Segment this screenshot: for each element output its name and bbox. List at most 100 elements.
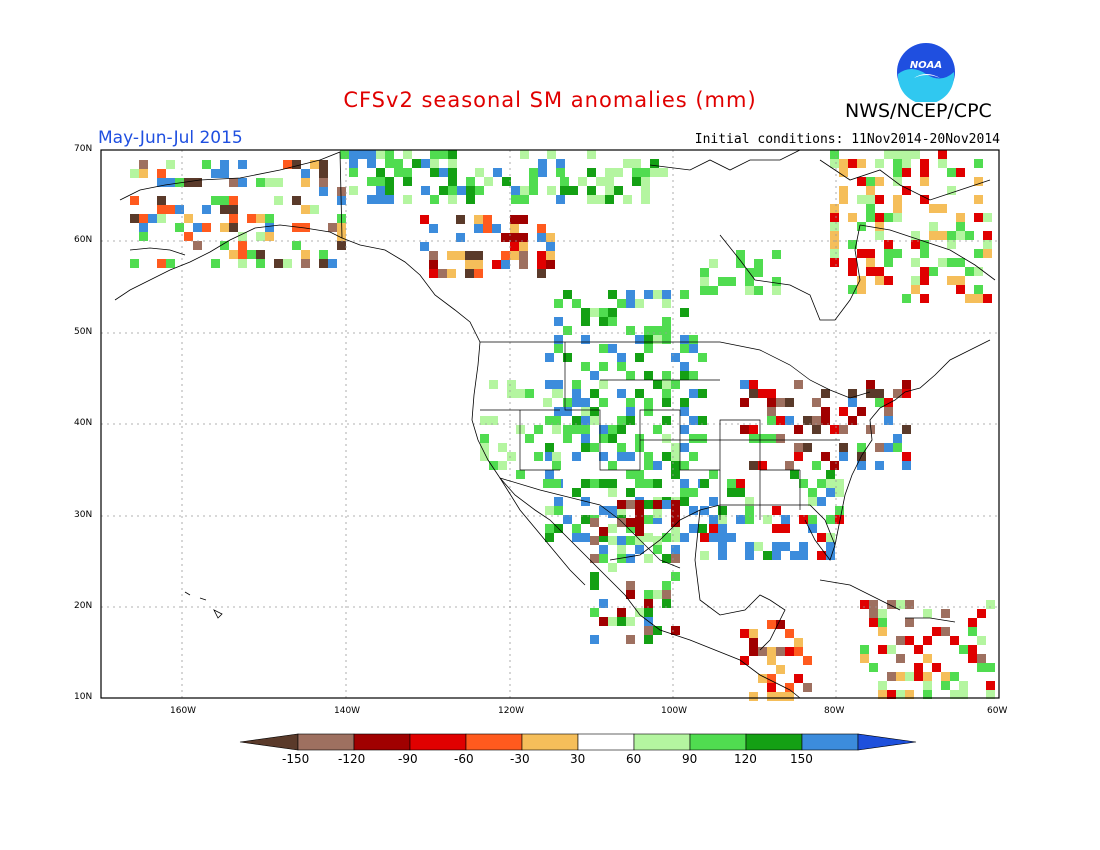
anomaly-cell <box>698 434 707 443</box>
anomaly-cell <box>776 398 785 407</box>
anomaly-cell <box>698 416 707 425</box>
anomaly-cell <box>884 407 893 416</box>
anomaly-cell <box>599 545 608 554</box>
anomaly-cell <box>385 186 394 195</box>
anomaly-cell <box>866 389 875 398</box>
anomaly-cell <box>617 506 626 515</box>
anomaly-cell <box>848 416 857 425</box>
anomaly-cell <box>884 276 893 285</box>
anomaly-cell <box>727 479 736 488</box>
colorbar-segment <box>689 733 747 751</box>
anomaly-cell <box>608 461 617 470</box>
anomaly-cell <box>700 506 709 515</box>
anomaly-cell <box>644 500 653 509</box>
anomaly-cell <box>839 452 848 461</box>
anomaly-cell <box>626 635 635 644</box>
anomaly-cell <box>644 533 653 542</box>
anomaly-cell <box>893 434 902 443</box>
anomaly-cell <box>974 249 983 258</box>
anomaly-cell <box>767 647 776 656</box>
anomaly-cell <box>617 617 626 626</box>
anomaly-cell <box>229 205 238 214</box>
anomaly-cell <box>974 177 983 186</box>
anomaly-cell <box>650 159 659 168</box>
anomaly-cell <box>211 259 220 268</box>
anomaly-cell <box>698 353 707 362</box>
anomaly-cell <box>929 267 938 276</box>
anomaly-cell <box>256 259 265 268</box>
anomaly-cell <box>581 362 590 371</box>
colorbar <box>239 733 917 751</box>
anomaly-cell <box>614 168 623 177</box>
anomaly-cell <box>519 260 528 269</box>
anomaly-cell <box>581 533 590 542</box>
anomaly-cell <box>671 461 680 470</box>
anomaly-cell <box>552 461 561 470</box>
latitude-label: 60N <box>74 235 93 245</box>
anomaly-cell <box>671 443 680 452</box>
anomaly-cell <box>817 497 826 506</box>
anomaly-cell <box>635 353 644 362</box>
anomaly-cell <box>456 215 465 224</box>
anomaly-cell <box>581 398 590 407</box>
anomaly-cell <box>866 380 875 389</box>
anomaly-cell <box>465 260 474 269</box>
anomaly-cell <box>875 276 884 285</box>
anomaly-cell <box>821 452 830 461</box>
anomaly-cell <box>581 443 590 452</box>
anomaly-cell <box>546 242 555 251</box>
anomaly-cell <box>394 159 403 168</box>
anomaly-cell <box>740 425 749 434</box>
anomaly-cell <box>767 434 776 443</box>
anomaly-cell <box>644 344 653 353</box>
anomaly-cell <box>166 187 175 196</box>
anomaly-cell <box>635 434 644 443</box>
anomaly-cell <box>563 326 572 335</box>
anomaly-cell <box>745 551 754 560</box>
anomaly-cell <box>581 317 590 326</box>
anomaly-cell <box>376 177 385 186</box>
anomaly-cell <box>839 407 848 416</box>
anomaly-cell <box>644 398 653 407</box>
anomaly-cell <box>480 452 489 461</box>
anomaly-cell <box>709 533 718 542</box>
anomaly-cell <box>700 551 709 560</box>
anomaly-cell <box>830 258 839 267</box>
anomaly-cell <box>130 169 139 178</box>
anomaly-cell <box>785 647 794 656</box>
anomaly-cell <box>857 276 866 285</box>
anomaly-cell <box>781 515 790 524</box>
anomaly-cell <box>794 674 803 683</box>
anomaly-cell <box>956 168 965 177</box>
anomaly-cell <box>902 461 911 470</box>
anomaly-cell <box>763 515 772 524</box>
anomaly-cell <box>772 250 781 259</box>
anomaly-cell <box>175 223 184 232</box>
anomaly-cell <box>139 223 148 232</box>
anomaly-cell <box>605 177 614 186</box>
anomaly-cell <box>349 168 358 177</box>
anomaly-cell <box>480 434 489 443</box>
anomaly-cell <box>605 168 614 177</box>
anomaly-cell <box>166 178 175 187</box>
anomaly-cell <box>626 536 635 545</box>
anomaly-cell <box>736 250 745 259</box>
anomaly-cell <box>412 159 421 168</box>
anomaly-cell <box>520 195 529 204</box>
anomaly-cell <box>292 160 301 169</box>
anomaly-cell <box>457 186 466 195</box>
colorbar-segment <box>521 733 579 751</box>
anomaly-cell <box>887 690 896 699</box>
anomaly-cell <box>202 160 211 169</box>
anomaly-cell <box>403 168 412 177</box>
anomaly-cell <box>794 647 803 656</box>
anomaly-cell <box>635 299 644 308</box>
anomaly-cell <box>537 233 546 242</box>
anomaly-cell <box>875 159 884 168</box>
anomaly-cell <box>301 259 310 268</box>
anomaly-cell <box>511 195 520 204</box>
anomaly-cell <box>947 186 956 195</box>
anomaly-cell <box>740 629 749 638</box>
anomaly-cell <box>662 380 671 389</box>
anomaly-cell <box>175 205 184 214</box>
